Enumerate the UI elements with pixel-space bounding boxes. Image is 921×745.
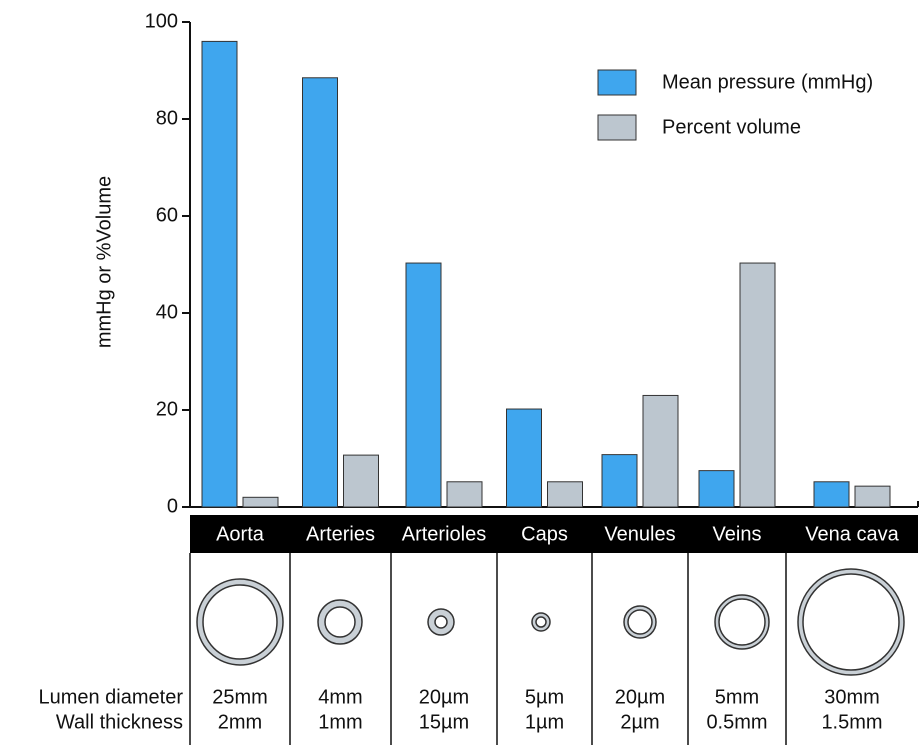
y-tick-label: 80 xyxy=(156,107,178,129)
wall-thickness: 1.5mm xyxy=(821,711,882,733)
bar xyxy=(406,263,441,507)
lumen-diameter: 30mm xyxy=(824,686,880,708)
vessel-icon xyxy=(532,613,550,631)
row-label: Wall thickness xyxy=(56,711,183,733)
category-label: Vena cava xyxy=(805,523,899,545)
bar xyxy=(202,41,237,507)
bar xyxy=(447,482,482,507)
y-tick-label: 100 xyxy=(145,10,178,32)
bar xyxy=(507,409,542,507)
wall-thickness: 2µm xyxy=(620,711,659,733)
chart: mmHg or %Volume 0 20 40 60 80 100 Aorta 25mm 2mm… xyxy=(0,0,921,745)
lumen-diameter: 20µm xyxy=(419,686,469,708)
bar xyxy=(548,482,583,507)
vessel-icon xyxy=(624,606,656,638)
legend-swatch xyxy=(598,70,636,95)
bar xyxy=(303,78,338,507)
row-label: Lumen diameter xyxy=(38,686,183,708)
bar xyxy=(344,455,379,507)
lumen-diameter: 5µm xyxy=(525,686,564,708)
category-label: Venules xyxy=(604,523,675,545)
legend-swatch xyxy=(598,115,636,140)
wall-thickness: 0.5mm xyxy=(706,711,767,733)
legend-label: Percent volume xyxy=(662,116,801,138)
bar xyxy=(814,482,849,507)
wall-thickness: 15µm xyxy=(419,711,469,733)
wall-thickness: 1µm xyxy=(525,711,564,733)
bar xyxy=(855,486,890,507)
vessel-icons xyxy=(197,569,904,675)
y-tick-label: 20 xyxy=(156,398,178,420)
y-axis-label: mmHg or %Volume xyxy=(93,176,115,348)
vessel-icon xyxy=(318,600,362,644)
bar xyxy=(740,263,775,507)
vessel-icon xyxy=(715,595,769,649)
vessel-icon xyxy=(798,569,904,675)
category-label: Veins xyxy=(713,523,762,545)
wall-thickness: 2mm xyxy=(218,711,262,733)
y-tick-label: 40 xyxy=(156,301,178,323)
category-label: Arteries xyxy=(306,523,375,545)
vessel-icon xyxy=(197,579,283,665)
y-tick-label: 0 xyxy=(167,495,178,517)
bar xyxy=(643,395,678,507)
category-label: Caps xyxy=(521,523,568,545)
bar xyxy=(699,471,734,507)
vessel-icon xyxy=(428,609,454,635)
bar xyxy=(243,497,278,507)
lumen-diameter: 20µm xyxy=(615,686,665,708)
lumen-diameter: 5mm xyxy=(715,686,759,708)
lumen-diameter: 25mm xyxy=(212,686,268,708)
category-label: Aorta xyxy=(216,523,265,545)
wall-thickness: 1mm xyxy=(318,711,362,733)
bar xyxy=(602,455,637,507)
category-label: Arterioles xyxy=(402,523,486,545)
lumen-diameter: 4mm xyxy=(318,686,362,708)
legend-label: Mean pressure (mmHg) xyxy=(662,71,873,93)
y-tick-label: 60 xyxy=(156,204,178,226)
